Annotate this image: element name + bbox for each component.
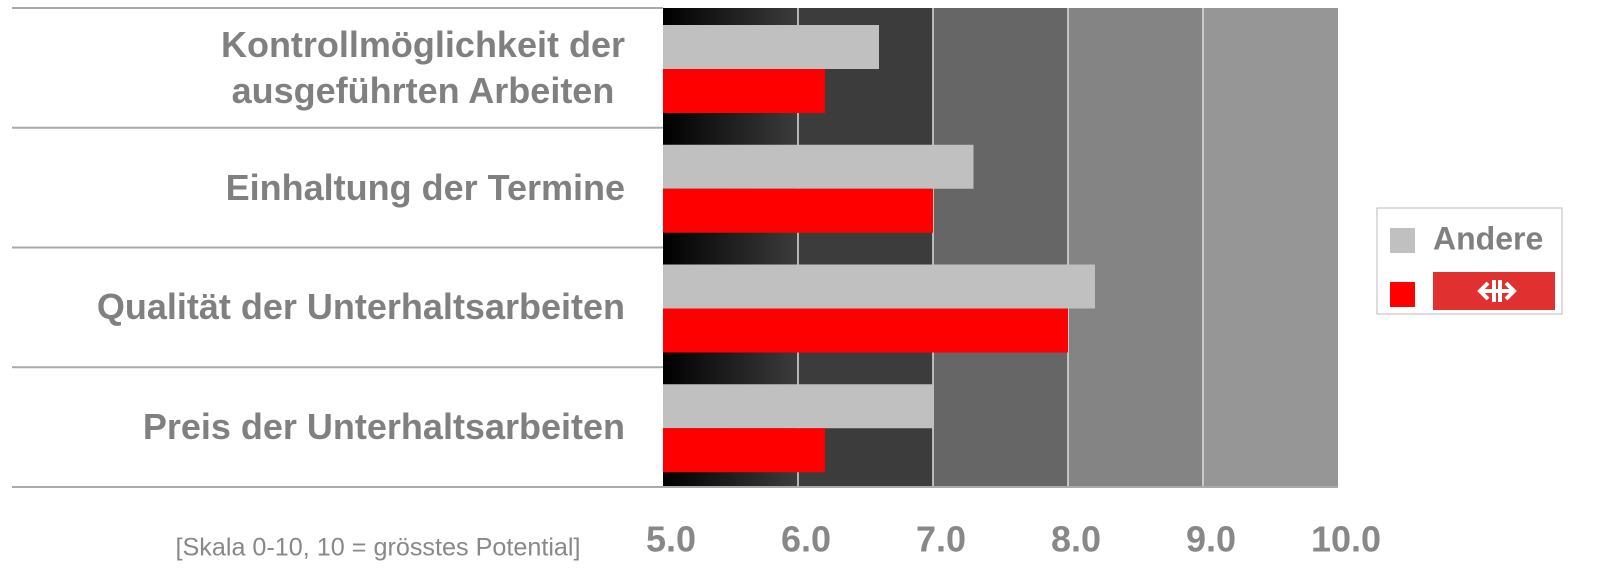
category-text: Einhaltung der Termine <box>225 166 625 208</box>
x-tick-label: 5.0 <box>646 519 696 560</box>
x-tick-label: 6.0 <box>781 519 831 560</box>
category-text: Qualität der Unterhaltsarbeiten <box>96 286 625 328</box>
category-label: Kontrollmöglichkeit der ausgeführten Arb… <box>0 8 625 128</box>
x-tick-label: 10.0 <box>1311 519 1381 560</box>
plot-band <box>1068 8 1203 487</box>
x-tick-label: 7.0 <box>916 519 966 560</box>
x-tick-label: 9.0 <box>1186 519 1236 560</box>
logo-arrows <box>1477 280 1517 302</box>
legend-label: Andere <box>1433 220 1543 256</box>
legend-swatch <box>1390 228 1415 253</box>
plot-band <box>1203 8 1338 487</box>
x-tick-label: 8.0 <box>1051 519 1101 560</box>
bar <box>663 144 974 189</box>
bar <box>663 264 1095 309</box>
bar <box>663 25 879 69</box>
category-text: Preis der Unterhaltsarbeiten <box>142 406 625 448</box>
bar <box>663 308 1068 353</box>
category-label: Einhaltung der Termine <box>0 128 625 248</box>
category-label: Preis der Unterhaltsarbeiten <box>0 367 625 487</box>
note: [Skala 0-10, 10 = grösstes Potential] <box>176 534 581 562</box>
bar <box>663 69 825 113</box>
plot-band <box>933 8 1068 487</box>
category-label: Qualität der Unterhaltsarbeiten <box>0 248 625 368</box>
bar <box>663 428 825 473</box>
bar <box>663 188 933 233</box>
category-text: Kontrollmöglichkeit der ausgeführten Arb… <box>220 23 625 111</box>
bar <box>663 384 933 429</box>
legend-swatch <box>1390 282 1415 307</box>
